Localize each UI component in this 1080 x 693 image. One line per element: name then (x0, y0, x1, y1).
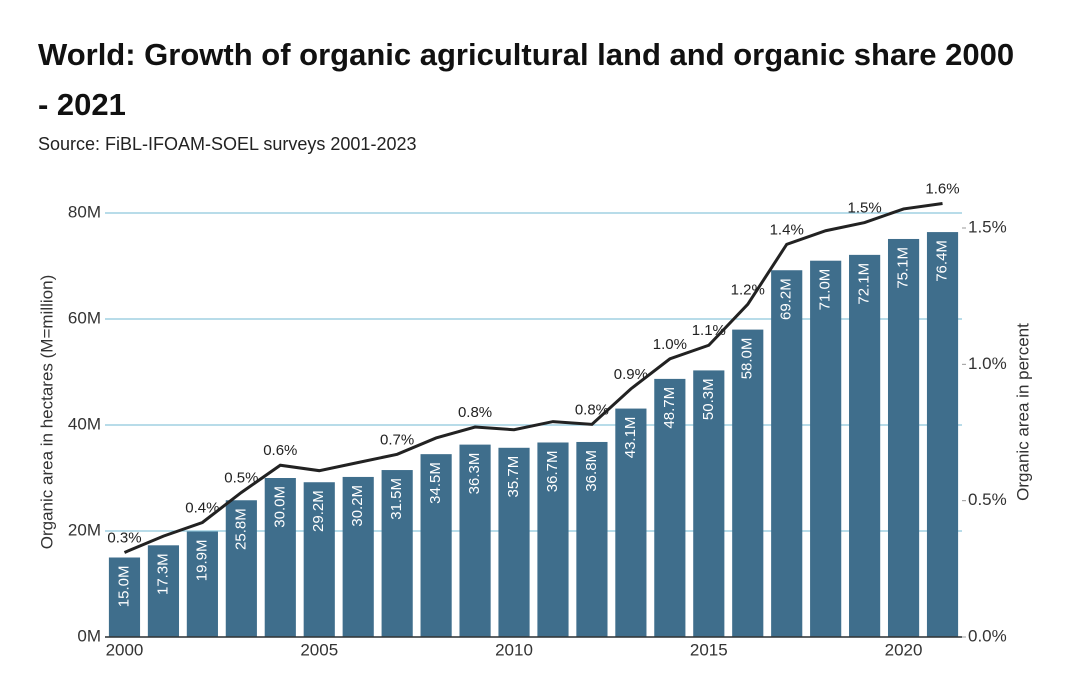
bar-value-label: 30.2M (349, 485, 366, 527)
bar (810, 260, 842, 637)
y-tick-label: 80M (68, 202, 101, 221)
bar-value-label: 69.2M (778, 278, 795, 320)
bar-value-label: 58.0M (739, 338, 756, 380)
bar (147, 545, 180, 637)
bar (926, 232, 959, 637)
bar-value-label: 36.8M (583, 450, 600, 492)
bar (537, 442, 569, 637)
bar-value-label: 30.0M (271, 486, 288, 528)
bar (420, 454, 452, 637)
bar (342, 476, 374, 637)
y2-tick-label: 0.0% (968, 626, 1007, 645)
line-value-label: 1.6% (925, 180, 959, 197)
line-value-label: 0.6% (263, 442, 297, 459)
bar-value-label: 72.1M (856, 263, 873, 305)
bar (381, 470, 413, 637)
x-tick-label: 2020 (885, 640, 923, 659)
line-value-label: 1.5% (848, 200, 882, 217)
bar-value-label: 35.7M (505, 456, 522, 498)
chart-subtitle: Source: FiBL-IFOAM-SOEL surveys 2001-202… (38, 134, 417, 154)
bar-value-label: 25.8M (232, 508, 249, 550)
bar (615, 408, 647, 637)
x-tick-label: 2010 (495, 640, 533, 659)
bar (654, 378, 686, 637)
bar-value-label: 76.4M (933, 240, 950, 282)
y-tick-label: 0M (77, 626, 101, 645)
line-value-label: 1.1% (692, 322, 726, 339)
bar-value-label: 36.7M (544, 450, 561, 492)
bar (459, 444, 491, 637)
bar-value-label: 29.2M (310, 490, 327, 532)
y2-tick-label: 1.5% (968, 217, 1007, 236)
bar-value-label: 34.5M (427, 462, 444, 504)
bar (771, 270, 803, 637)
bar-value-label: 19.9M (193, 540, 210, 582)
bar (303, 482, 335, 637)
line-value-label: 1.2% (731, 281, 765, 298)
y-tick-label: 20M (68, 520, 101, 539)
bar-value-label: 31.5M (388, 478, 405, 520)
line-value-label: 0.5% (224, 469, 258, 486)
line-value-label: 0.7% (380, 431, 414, 448)
line (123, 201, 943, 554)
bar-value-label: 36.3M (466, 453, 483, 495)
x-tick-label: 2000 (106, 640, 144, 659)
chart-title: World: Growth of organic agricultural la… (38, 37, 1015, 122)
bar-value-label: 15.0M (115, 566, 132, 608)
bar-value-label: 75.1M (895, 247, 912, 289)
line-value-label: 1.0% (653, 336, 687, 353)
line-value-label: 0.3% (107, 529, 141, 546)
x-tick-label: 2015 (690, 640, 728, 659)
line-value-label: 0.9% (614, 366, 648, 383)
bar-value-label: 17.3M (154, 553, 171, 595)
bar-value-label: 48.7M (661, 387, 678, 429)
y2-tick-label: 1.0% (968, 354, 1007, 373)
line-value-label: 0.8% (575, 401, 609, 418)
bar (732, 329, 764, 637)
line-value-label: 0.8% (458, 404, 492, 421)
bar-value-label: 71.0M (817, 269, 834, 311)
x-tick-label: 2005 (300, 640, 338, 659)
bar (108, 557, 141, 637)
y-tick-label: 40M (68, 414, 101, 433)
bar (264, 478, 296, 637)
y-axis-title: Organic area in hectares (M=million) (37, 275, 56, 549)
y2-axis-title: Organic area in percent (1013, 323, 1032, 501)
bar (887, 238, 920, 637)
line-value-label: 1.4% (770, 221, 804, 238)
bar (849, 254, 881, 637)
bar-value-label: 50.3M (700, 378, 717, 420)
y2-tick-label: 0.5% (968, 490, 1007, 509)
bar (498, 447, 530, 637)
bar (225, 500, 257, 637)
bar-value-label: 43.1M (622, 417, 639, 459)
bar (186, 531, 218, 637)
bar (693, 370, 725, 637)
line-value-label: 0.4% (185, 499, 219, 516)
y-tick-label: 60M (68, 308, 101, 327)
bar (576, 441, 608, 637)
